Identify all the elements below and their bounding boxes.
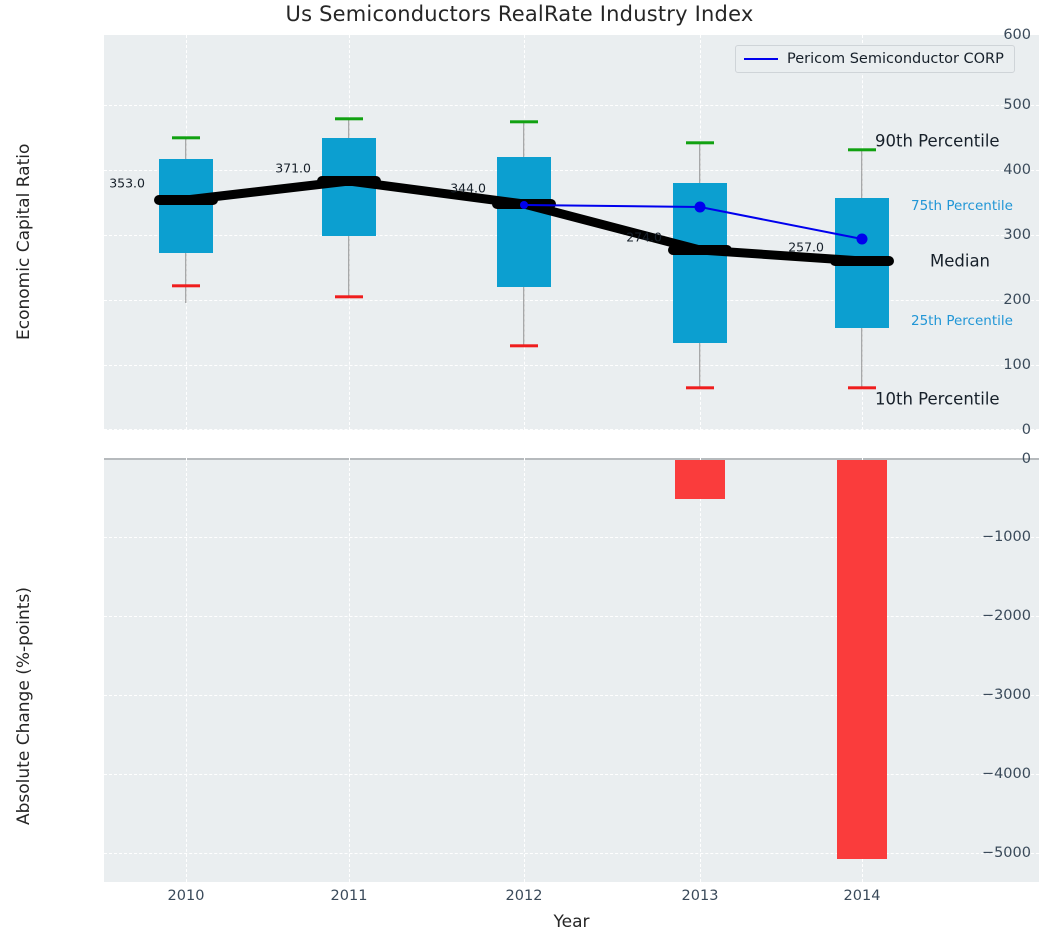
ytick-neg2000: −2000 bbox=[981, 608, 1031, 624]
ytick-600: 600 bbox=[1003, 27, 1031, 43]
gridline-100 bbox=[104, 365, 1039, 366]
y-axis-label-bottom: Absolute Change (%-points) bbox=[14, 587, 34, 825]
ytick-400: 400 bbox=[1003, 162, 1031, 178]
xtick-2013: 2013 bbox=[681, 888, 719, 904]
box-2011 bbox=[322, 138, 376, 236]
legend[interactable]: Pericom Semiconductor CORP bbox=[735, 45, 1015, 73]
top-plot-panel bbox=[104, 35, 1039, 430]
gridline-neg1000 bbox=[104, 537, 1039, 538]
bottom-plot-panel bbox=[104, 458, 1039, 882]
cap-p90-2011 bbox=[335, 117, 363, 121]
box-2010 bbox=[159, 159, 213, 253]
ytick-500: 500 bbox=[1003, 97, 1031, 113]
annotation-25th-percentile: 25th Percentile bbox=[911, 313, 1013, 329]
gridline-neg4000 bbox=[104, 774, 1039, 775]
median-label-2013: 274.0 bbox=[626, 229, 662, 245]
gridline-500 bbox=[104, 105, 1039, 106]
change-bar-2013 bbox=[675, 460, 725, 499]
annotation-90th-percentile: 90th Percentile bbox=[875, 131, 1000, 151]
ytick-300: 300 bbox=[1003, 227, 1031, 243]
gridline-x-2010-bottom bbox=[186, 458, 187, 882]
cap-p10-2010 bbox=[172, 284, 200, 288]
gridline-x-2012-bottom bbox=[524, 458, 525, 882]
cap-p90-2014 bbox=[848, 148, 876, 152]
gridline-400 bbox=[104, 170, 1039, 171]
xtick-2014: 2014 bbox=[843, 888, 881, 904]
ytick-neg1000: −1000 bbox=[981, 529, 1031, 545]
chart-title: Us Semiconductors RealRate Industry Inde… bbox=[285, 2, 754, 26]
cap-p10-2013 bbox=[686, 386, 714, 390]
series-overlay bbox=[154, 176, 894, 266]
ytick-neg3000: −3000 bbox=[981, 687, 1031, 703]
gridline-200 bbox=[104, 300, 1039, 301]
cap-p10-2012 bbox=[510, 344, 538, 348]
gridline-0 bbox=[104, 429, 1039, 430]
gridline-x-2011-bottom bbox=[349, 458, 350, 882]
annotation-10th-percentile: 10th Percentile bbox=[875, 389, 1000, 409]
zero-line bbox=[104, 458, 1039, 460]
ytick-0-top: 0 bbox=[1021, 422, 1031, 438]
ytick-neg5000: −5000 bbox=[981, 845, 1031, 861]
ytick-neg4000: −4000 bbox=[981, 766, 1031, 782]
legend-item-label: Pericom Semiconductor CORP bbox=[787, 51, 1004, 67]
xtick-2010: 2010 bbox=[167, 888, 205, 904]
gridline-300 bbox=[104, 235, 1039, 236]
annotation-median: Median bbox=[930, 251, 991, 271]
gridline-neg3000 bbox=[104, 695, 1039, 696]
y-axis-label-top: Economic Capital Ratio bbox=[14, 143, 34, 340]
median-label-2012: 344.0 bbox=[450, 180, 486, 196]
box-2012 bbox=[497, 157, 551, 287]
ytick-200: 200 bbox=[1003, 292, 1031, 308]
legend-line-swatch bbox=[744, 58, 778, 60]
ytick-100: 100 bbox=[1003, 357, 1031, 373]
cap-p10-2014 bbox=[848, 386, 876, 390]
gridline-neg2000 bbox=[104, 616, 1039, 617]
median-label-2010: 353.0 bbox=[109, 175, 145, 191]
cap-p10-2011 bbox=[335, 295, 363, 299]
cap-p90-2010 bbox=[172, 136, 200, 140]
cap-p90-2012 bbox=[510, 120, 538, 124]
xtick-2011: 2011 bbox=[330, 888, 368, 904]
x-axis-label: Year bbox=[553, 912, 590, 932]
cap-p90-2013 bbox=[686, 141, 714, 145]
median-label-2011: 371.0 bbox=[275, 160, 311, 176]
xtick-2012: 2012 bbox=[505, 888, 543, 904]
change-bar-2014 bbox=[837, 460, 887, 859]
gridline-neg5000 bbox=[104, 853, 1039, 854]
box-2014 bbox=[835, 198, 889, 328]
median-label-2014: 257.0 bbox=[788, 239, 824, 255]
ytick-0-bottom: 0 bbox=[1021, 451, 1031, 467]
annotation-75th-percentile: 75th Percentile bbox=[911, 198, 1013, 214]
box-2013 bbox=[673, 183, 727, 343]
gridline-x-2013-bottom bbox=[700, 458, 701, 882]
